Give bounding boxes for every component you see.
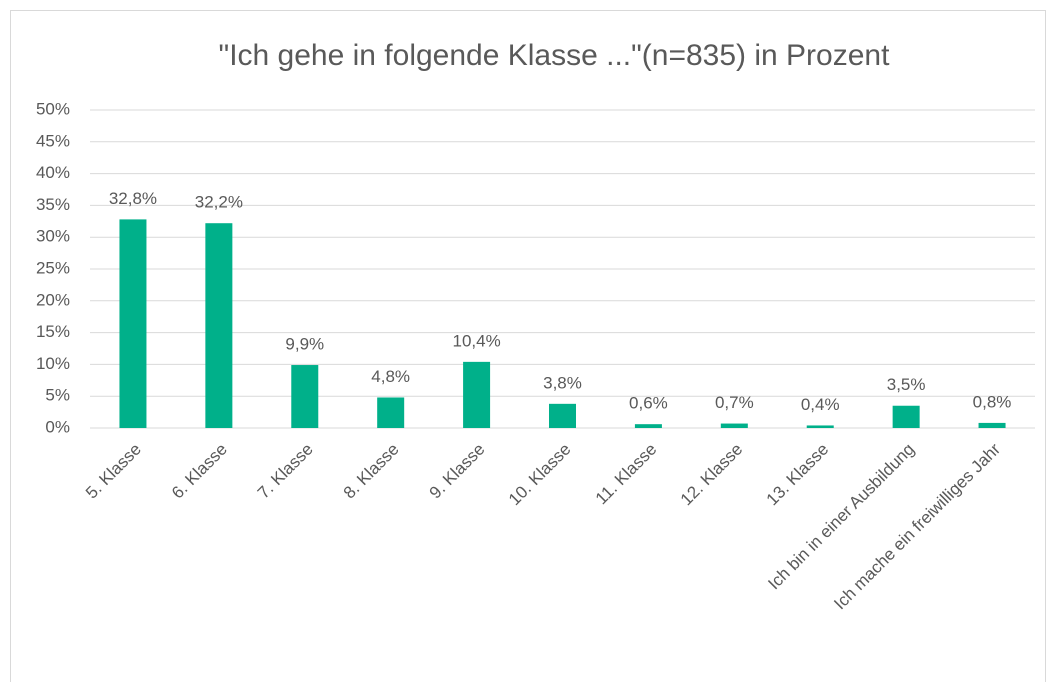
bar <box>205 223 233 428</box>
value-label: 10,4% <box>452 331 500 350</box>
y-tick-label: 15% <box>36 322 70 341</box>
value-label: 0,6% <box>629 394 668 413</box>
y-tick-label: 45% <box>36 131 70 150</box>
value-label: 4,8% <box>371 367 410 386</box>
y-tick-label: 0% <box>45 417 70 436</box>
value-label: 3,8% <box>543 373 582 392</box>
value-label: 9,9% <box>285 335 324 354</box>
y-tick-label: 5% <box>45 386 70 405</box>
bar <box>119 219 147 428</box>
bar <box>892 405 920 428</box>
bar <box>634 424 662 428</box>
bar <box>978 422 1006 428</box>
y-tick-label: 20% <box>36 290 70 309</box>
value-label: 0,4% <box>801 395 840 414</box>
value-label: 32,2% <box>195 193 243 212</box>
chart-frame <box>10 10 1046 687</box>
bar <box>377 397 405 428</box>
y-tick-label: 30% <box>36 227 70 246</box>
value-label: 0,7% <box>715 393 754 412</box>
chart-title: "Ich gehe in folgende Klasse ..."(n=835)… <box>219 39 891 72</box>
y-tick-label: 50% <box>36 99 70 118</box>
y-tick-label: 35% <box>36 195 70 214</box>
value-label: 0,8% <box>973 392 1012 411</box>
value-label: 32,8% <box>109 189 157 208</box>
y-tick-label: 40% <box>36 163 70 182</box>
bar <box>291 365 319 428</box>
bar <box>720 423 748 428</box>
y-tick-label: 25% <box>36 258 70 277</box>
bar <box>463 361 491 428</box>
bar <box>549 403 576 428</box>
y-tick-label: 10% <box>36 354 70 373</box>
bar <box>806 425 834 428</box>
value-label: 3,5% <box>887 375 926 394</box>
